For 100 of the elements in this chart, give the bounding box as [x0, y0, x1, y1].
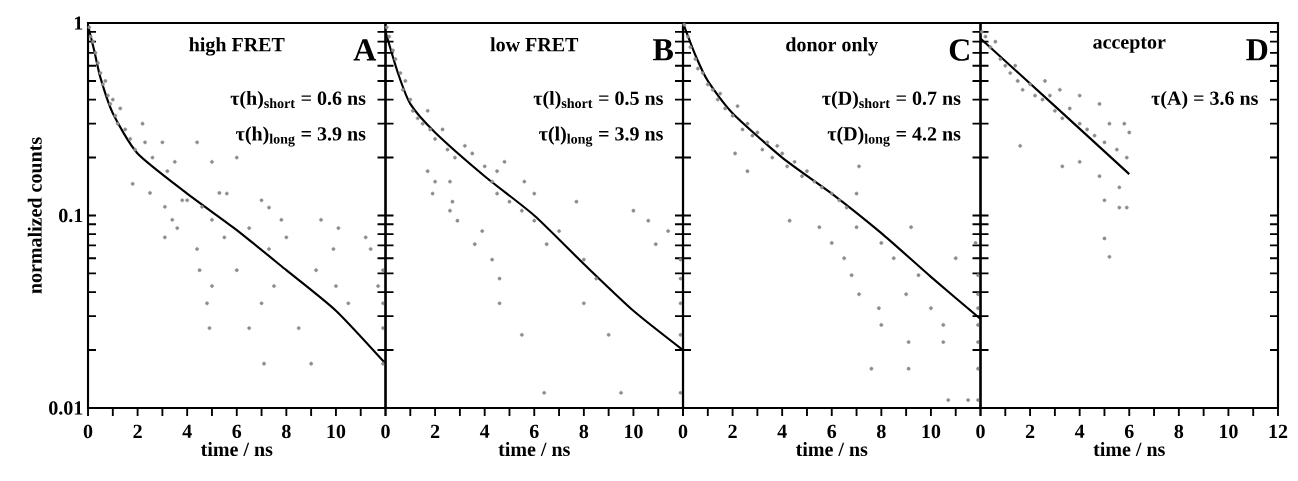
- point: [988, 45, 993, 49]
- point: [384, 25, 389, 30]
- point: [1102, 140, 1107, 145]
- point: [653, 242, 658, 246]
- point: [594, 276, 599, 281]
- text: donor only: [786, 37, 878, 56]
- point: [433, 179, 437, 184]
- point: [448, 179, 452, 184]
- y-tick-label: 0.01: [49, 401, 83, 415]
- point: [544, 242, 549, 246]
- point: [1117, 185, 1122, 190]
- point: [387, 34, 392, 39]
- point: [1077, 93, 1082, 98]
- annotation: τ(D)$_{long}$ = 4.2 ns: [827, 126, 961, 147]
- point: [482, 164, 487, 169]
- y-axis-title: normalized counts: [27, 137, 42, 294]
- point: [678, 332, 683, 337]
- annotation: D: [1246, 39, 1268, 61]
- x-tick-label: 10: [327, 424, 346, 439]
- x-tick-label: 8: [282, 424, 291, 439]
- annotation: τ(l)$_{short}$ = 0.5 ns: [533, 90, 663, 110]
- point: [448, 208, 452, 213]
- point: [470, 151, 475, 156]
- text: acceptor: [1093, 37, 1166, 53]
- x-tick-label: 12: [1269, 424, 1288, 438]
- point: [433, 137, 437, 141]
- annotation: C: [949, 39, 969, 61]
- point: [1060, 164, 1065, 169]
- point: [1003, 63, 1008, 68]
- point: [532, 218, 537, 223]
- x-tick-label: 6: [232, 424, 242, 439]
- text: high FRET: [189, 37, 285, 56]
- point: [1077, 159, 1082, 164]
- x-tick-label: 4: [777, 424, 787, 438]
- point: [1053, 108, 1057, 113]
- point: [532, 191, 537, 196]
- point: [425, 169, 430, 174]
- point: [678, 257, 683, 262]
- x-tick-label: 2: [133, 424, 142, 438]
- annotation: A: [353, 39, 377, 61]
- x-tick-label: 2: [728, 424, 737, 438]
- point: [415, 116, 420, 121]
- x-tick-label: 0: [83, 424, 93, 439]
- point: [1114, 147, 1119, 152]
- point: [440, 127, 445, 132]
- point: [1122, 121, 1127, 126]
- point: [606, 332, 611, 337]
- point: [1013, 63, 1018, 68]
- x-tick-label: 6: [827, 424, 837, 439]
- y-tick-label: 0.1: [59, 208, 83, 223]
- x-axis-title: time / ns: [200, 442, 273, 457]
- point: [1043, 79, 1047, 83]
- point: [408, 97, 413, 102]
- x-tick-label: 4: [1074, 424, 1085, 438]
- point: [495, 191, 499, 196]
- point: [398, 71, 403, 75]
- point: [1107, 254, 1112, 259]
- point: [1092, 133, 1097, 138]
- point: [455, 218, 460, 223]
- point: [453, 155, 457, 160]
- point: [1028, 82, 1032, 87]
- point: [1018, 143, 1023, 148]
- point: [425, 108, 430, 113]
- y-tick-label: 1: [74, 16, 83, 30]
- point: [490, 257, 494, 262]
- point: [678, 301, 683, 306]
- point: [1057, 87, 1062, 92]
- x-tick-label: 0: [678, 424, 688, 439]
- x-tick-label: 2: [1025, 424, 1035, 438]
- point: [502, 159, 507, 164]
- x-tick-label: 10: [1220, 424, 1238, 439]
- point: [1117, 205, 1122, 210]
- x-axis-title: time / ns: [1093, 442, 1165, 457]
- annotation: τ(D)$_{short}$ = 0.7 ns: [822, 90, 961, 110]
- x-tick-label: 8: [579, 424, 589, 439]
- point: [1048, 93, 1052, 98]
- x-axis-title: time / ns: [795, 442, 868, 457]
- x-tick-label: 8: [1174, 424, 1184, 439]
- point: [403, 79, 408, 83]
- point: [420, 121, 425, 126]
- point: [490, 179, 494, 184]
- point: [581, 257, 586, 262]
- point: [480, 229, 485, 233]
- point: [979, 29, 984, 34]
- point: [1040, 97, 1045, 102]
- point: [1015, 79, 1020, 83]
- x-tick-label: 4: [182, 424, 192, 438]
- point: [1077, 121, 1082, 126]
- x-tick-label: 0: [976, 424, 985, 439]
- point: [495, 169, 499, 174]
- point: [445, 147, 450, 152]
- point: [1033, 93, 1037, 98]
- annotation: B: [653, 39, 673, 61]
- point: [520, 332, 524, 337]
- point: [678, 276, 683, 281]
- point: [393, 57, 398, 61]
- point: [462, 143, 467, 148]
- point: [542, 390, 547, 395]
- point: [619, 390, 623, 395]
- point: [1102, 198, 1107, 203]
